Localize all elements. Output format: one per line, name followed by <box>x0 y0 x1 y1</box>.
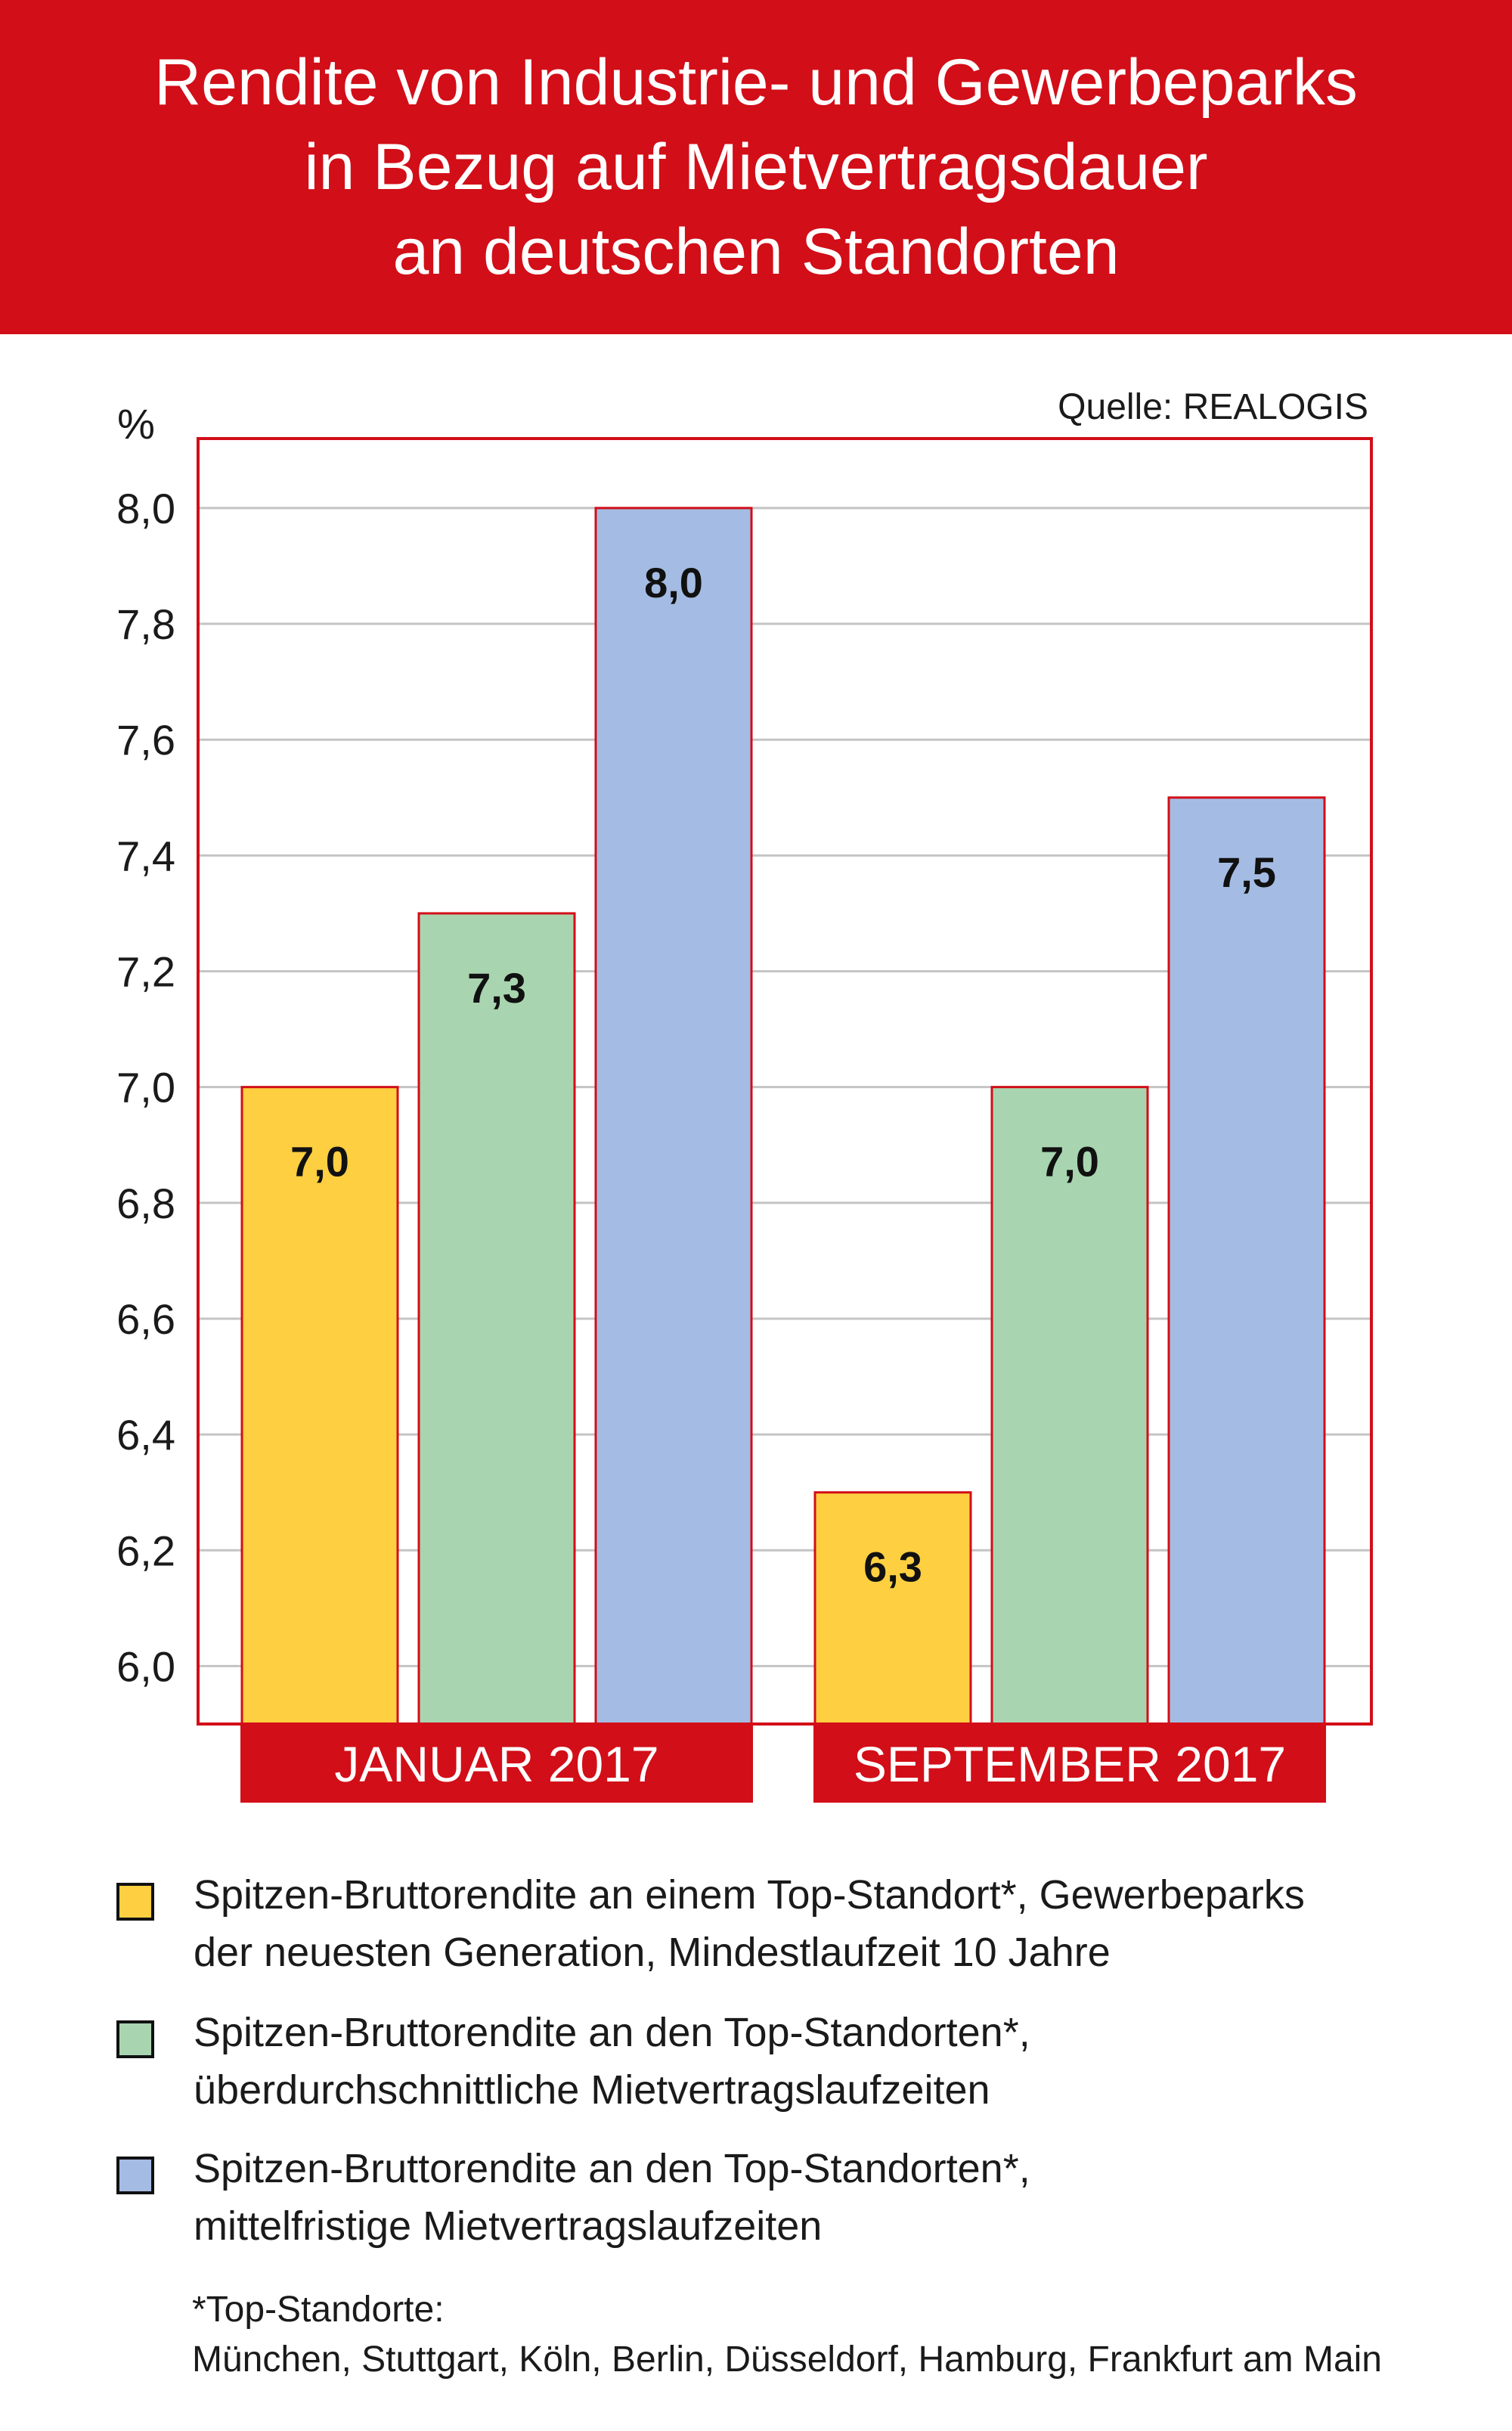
bar-value-label: 7,0 <box>1040 1138 1099 1186</box>
title-banner: Rendite von Industrie- und Gewerbeparks … <box>0 0 1512 334</box>
legend-label-3-line-1: Spitzen-Bruttorendite an den Top-Standor… <box>194 2146 1030 2191</box>
bar <box>990 1086 1149 1726</box>
y-tick-label: 6,8 <box>116 1180 175 1227</box>
bar <box>240 1086 399 1726</box>
category-box <box>813 1724 1326 1803</box>
category-label: JANUAR 2017 <box>334 1736 658 1792</box>
bar <box>1167 796 1326 1726</box>
y-tick-label: 8,0 <box>116 485 175 532</box>
legend-swatch-2 <box>116 2020 154 2058</box>
bar <box>417 912 576 1726</box>
source-label: Quelle: REALOGIS <box>1058 387 1368 427</box>
footnote: *Top-Standorte: München, Stuttgart, Köln… <box>192 2285 1477 2385</box>
legend-label-2: Spitzen-Bruttorendite an den Top-Standor… <box>194 2004 1441 2119</box>
footnote-line-2: München, Stuttgart, Köln, Berlin, Düssel… <box>192 2340 1382 2380</box>
legend-label-1-line-2: der neuesten Generation, Mindestlaufzeit… <box>194 1930 1111 1975</box>
y-tick-label: 6,2 <box>116 1527 175 1574</box>
legend-label-3-line-2: mittelfristige Mietvertragslaufzeiten <box>194 2203 823 2249</box>
legend-swatch-3 <box>116 2157 154 2194</box>
bar-value-label: 7,5 <box>1217 848 1276 896</box>
y-tick-label: 7,2 <box>116 948 175 996</box>
chart-title-line-3: an deutschen Standorten <box>392 216 1120 288</box>
bar-value-label: 7,0 <box>290 1138 349 1186</box>
y-axis-label: % <box>117 400 155 448</box>
bar-value-label: 8,0 <box>644 559 703 606</box>
bar <box>594 507 753 1726</box>
category-box <box>240 1724 753 1803</box>
legend-label-2-line-1: Spitzen-Bruttorendite an den Top-Standor… <box>194 2010 1030 2055</box>
y-tick-label: 6,0 <box>116 1642 175 1690</box>
bar-value-label: 7,3 <box>467 964 526 1012</box>
legend-label-2-line-2: überdurchschnittliche Mietvertragslaufze… <box>194 2067 990 2113</box>
legend-label-1: Spitzen-Bruttorendite an einem Top-Stand… <box>194 1866 1441 1981</box>
plot-frame <box>197 437 1373 1726</box>
legend-label-1-line-1: Spitzen-Bruttorendite an einem Top-Stand… <box>194 1872 1305 1918</box>
chart-title-line-1: Rendite von Industrie- und Gewerbeparks <box>154 46 1358 119</box>
bar-chart: 7,0 6,3 7,3 7,0 8,0 7,5 6,0 6,2 6,4 6,6 6,8 7,0 7,2 7… <box>116 387 1373 1803</box>
y-tick-label: 7,6 <box>116 716 175 764</box>
y-tick-label: 7,4 <box>116 832 175 879</box>
legend-swatch-1 <box>116 1883 154 1921</box>
bar <box>813 1491 972 1726</box>
bar-value-label: 6,3 <box>863 1543 922 1591</box>
legend-label-3: Spitzen-Bruttorendite an den Top-Standor… <box>194 2140 1441 2255</box>
y-tick-label: 7,0 <box>116 1064 175 1112</box>
y-tick-label: 7,8 <box>116 600 175 648</box>
chart-title-line-2: in Bezug auf Mietvertragsdauer <box>304 131 1208 203</box>
y-tick-label: 6,4 <box>116 1411 175 1459</box>
category-label: SEPTEMBER 2017 <box>854 1736 1286 1792</box>
y-tick-label: 6,6 <box>116 1295 175 1343</box>
footnote-line-1: *Top-Standorte: <box>192 2290 445 2330</box>
